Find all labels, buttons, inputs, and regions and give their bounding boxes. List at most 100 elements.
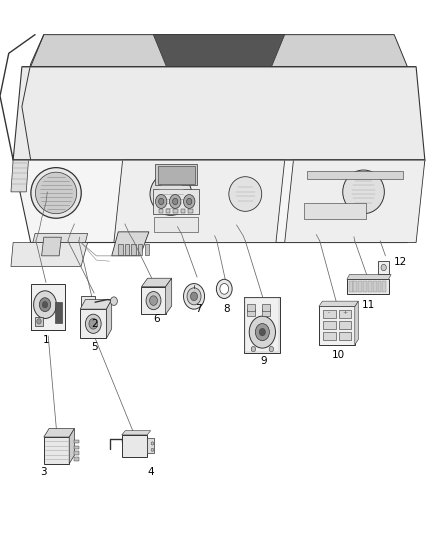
Polygon shape bbox=[80, 300, 112, 309]
Circle shape bbox=[170, 195, 181, 208]
Polygon shape bbox=[285, 160, 425, 243]
Circle shape bbox=[259, 328, 265, 336]
Text: 7: 7 bbox=[194, 304, 201, 314]
Ellipse shape bbox=[229, 177, 262, 211]
Ellipse shape bbox=[150, 173, 192, 215]
Bar bbox=[153, 189, 199, 214]
Bar bbox=[245, 298, 279, 352]
Text: 11: 11 bbox=[362, 300, 375, 310]
Bar bbox=[188, 209, 193, 213]
Polygon shape bbox=[114, 160, 285, 243]
Bar bbox=[35, 317, 43, 326]
Circle shape bbox=[187, 288, 201, 305]
Bar bbox=[349, 281, 353, 292]
Circle shape bbox=[89, 318, 98, 329]
Text: 10: 10 bbox=[332, 350, 345, 360]
Text: 1: 1 bbox=[42, 335, 49, 345]
Circle shape bbox=[42, 302, 48, 308]
Polygon shape bbox=[11, 160, 28, 192]
Circle shape bbox=[184, 195, 195, 208]
Circle shape bbox=[110, 297, 117, 305]
Circle shape bbox=[85, 314, 101, 334]
Circle shape bbox=[216, 279, 232, 298]
Circle shape bbox=[191, 292, 198, 301]
Polygon shape bbox=[355, 301, 358, 345]
Bar bbox=[173, 209, 178, 213]
Bar bbox=[31, 284, 65, 330]
Bar bbox=[373, 281, 377, 292]
Polygon shape bbox=[31, 35, 407, 67]
Polygon shape bbox=[153, 35, 285, 67]
Circle shape bbox=[220, 284, 229, 294]
Bar bbox=[382, 281, 386, 292]
Bar bbox=[247, 309, 255, 316]
Bar bbox=[122, 435, 147, 457]
Bar bbox=[378, 261, 389, 274]
Bar bbox=[307, 171, 403, 179]
Polygon shape bbox=[347, 274, 391, 279]
Polygon shape bbox=[112, 232, 149, 256]
Bar bbox=[181, 209, 185, 213]
Text: +: + bbox=[343, 311, 348, 316]
Bar bbox=[166, 209, 170, 213]
Bar bbox=[74, 457, 79, 461]
Bar bbox=[244, 297, 280, 353]
Circle shape bbox=[381, 264, 386, 271]
Polygon shape bbox=[13, 160, 425, 243]
Bar bbox=[339, 332, 351, 340]
Bar bbox=[262, 309, 270, 316]
Circle shape bbox=[155, 195, 167, 208]
Circle shape bbox=[173, 198, 178, 205]
Bar bbox=[74, 446, 79, 449]
Bar bbox=[74, 440, 79, 443]
Bar bbox=[339, 321, 351, 329]
Bar bbox=[147, 438, 154, 453]
Bar bbox=[304, 203, 366, 219]
Circle shape bbox=[159, 198, 164, 205]
Bar bbox=[159, 209, 163, 213]
Bar bbox=[118, 244, 123, 255]
Circle shape bbox=[146, 292, 161, 310]
Polygon shape bbox=[44, 429, 74, 437]
Polygon shape bbox=[122, 431, 151, 435]
Polygon shape bbox=[319, 301, 358, 306]
Bar bbox=[347, 279, 389, 294]
Circle shape bbox=[151, 442, 154, 445]
Bar bbox=[155, 164, 197, 185]
Circle shape bbox=[249, 316, 276, 348]
Circle shape bbox=[255, 324, 269, 341]
Polygon shape bbox=[166, 278, 172, 314]
Bar bbox=[378, 281, 381, 292]
Bar bbox=[145, 244, 149, 255]
Bar bbox=[125, 244, 129, 255]
Bar bbox=[141, 287, 166, 314]
Bar bbox=[319, 306, 355, 345]
Ellipse shape bbox=[31, 167, 81, 219]
Bar bbox=[353, 281, 357, 292]
Bar bbox=[363, 281, 367, 292]
Bar bbox=[323, 310, 336, 318]
Bar bbox=[131, 244, 136, 255]
Bar bbox=[138, 244, 142, 255]
Text: 5: 5 bbox=[91, 342, 98, 352]
Bar bbox=[81, 296, 95, 308]
Bar bbox=[247, 304, 255, 311]
Bar bbox=[339, 310, 351, 318]
Bar bbox=[44, 437, 69, 464]
Circle shape bbox=[269, 346, 273, 352]
Text: 12: 12 bbox=[394, 257, 407, 267]
Bar bbox=[80, 309, 106, 338]
Polygon shape bbox=[33, 233, 88, 243]
Circle shape bbox=[187, 198, 192, 205]
Text: 3: 3 bbox=[40, 467, 47, 477]
Polygon shape bbox=[13, 67, 425, 160]
Text: 2: 2 bbox=[92, 319, 99, 329]
Circle shape bbox=[184, 284, 205, 309]
Circle shape bbox=[39, 298, 51, 312]
Polygon shape bbox=[42, 237, 61, 256]
Bar bbox=[358, 281, 362, 292]
Bar bbox=[158, 166, 195, 184]
Circle shape bbox=[37, 319, 41, 324]
Bar bbox=[262, 304, 270, 311]
Polygon shape bbox=[11, 243, 88, 266]
